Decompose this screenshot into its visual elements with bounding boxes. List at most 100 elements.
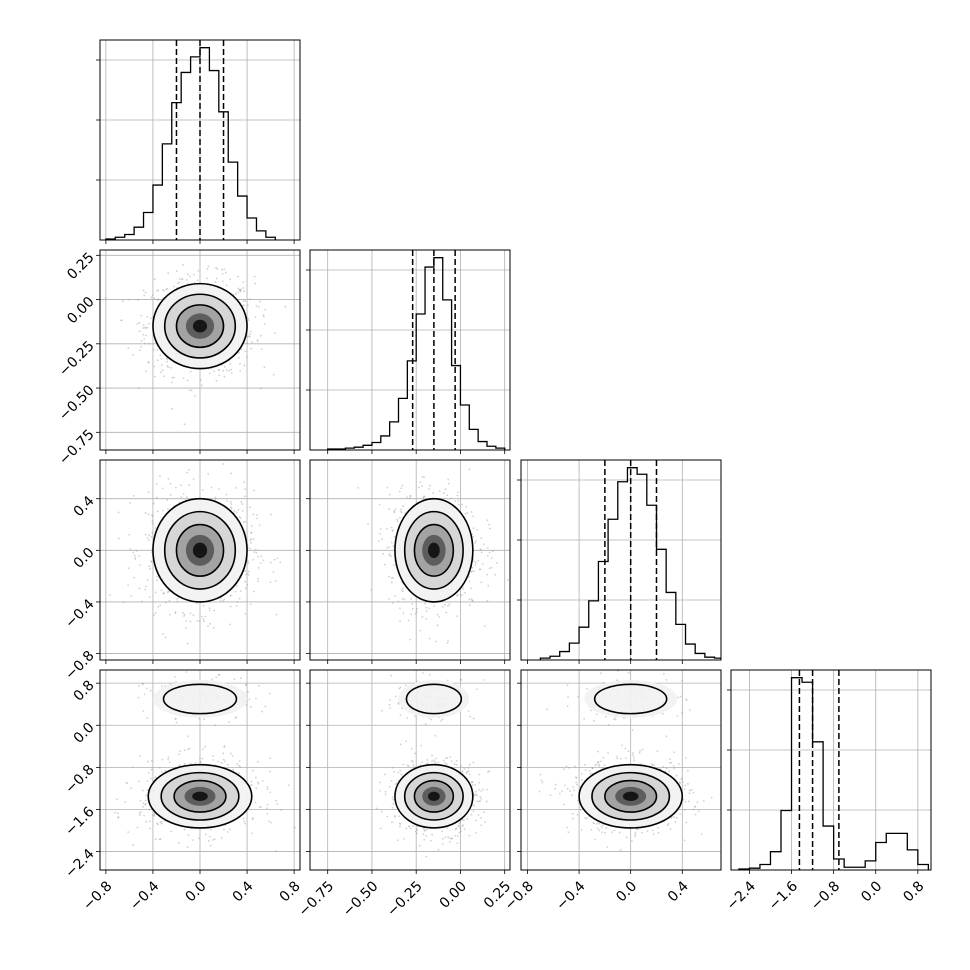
sample-point [239, 517, 242, 520]
sample-point [471, 781, 473, 784]
sample-point [251, 784, 253, 787]
sample-point [192, 478, 195, 480]
sample-point [147, 760, 149, 763]
density-content [104, 245, 287, 426]
x-tick-label: 0.8 [900, 878, 927, 905]
sample-point [234, 590, 237, 593]
sample-point [154, 527, 157, 530]
sample-point [167, 590, 170, 592]
sample-point [481, 562, 484, 565]
sample-point [125, 781, 128, 784]
sample-point [180, 278, 183, 281]
sample-point [444, 836, 447, 839]
sample-point [151, 531, 154, 534]
sample-point [218, 673, 221, 676]
sample-point [631, 840, 633, 842]
sample-point [148, 820, 151, 823]
sample-point [211, 678, 214, 681]
sample-point [204, 745, 207, 748]
sample-point [239, 766, 242, 768]
sample-point [188, 483, 190, 486]
sample-point [161, 487, 164, 490]
y-tick-label: −0.25 [56, 338, 98, 380]
histogram-panel-1 [306, 249, 511, 454]
sample-point [141, 789, 144, 792]
sample-point [473, 794, 476, 797]
sample-point [223, 598, 226, 601]
sample-point [390, 779, 393, 782]
sample-point [132, 494, 135, 497]
sample-point [407, 765, 410, 768]
sample-point [411, 603, 414, 605]
x-tick-label: −0.8 [80, 878, 115, 913]
sample-point [235, 716, 238, 718]
sample-point [220, 268, 223, 271]
sample-point [160, 820, 163, 823]
sample-point [149, 689, 152, 692]
sample-point [166, 288, 169, 290]
contour-line [152, 282, 248, 370]
sample-point [186, 471, 189, 474]
sample-point [167, 758, 170, 761]
sample-point [147, 491, 150, 494]
sample-point [236, 600, 239, 603]
sample-point [196, 279, 199, 282]
sample-point [239, 290, 242, 293]
sample-point [218, 488, 220, 490]
sample-point [230, 372, 233, 374]
sample-point [390, 541, 393, 544]
sample-point [124, 800, 127, 803]
sample-point [441, 842, 444, 845]
sample-point [388, 598, 390, 600]
sample-point [149, 567, 152, 570]
sample-point [425, 606, 428, 609]
sample-point [116, 812, 119, 815]
sample-point [398, 687, 401, 690]
sample-point [210, 486, 213, 489]
sample-point [433, 760, 436, 763]
sample-point [243, 290, 246, 293]
sample-point [475, 832, 477, 834]
sample-point [253, 551, 256, 554]
contour-line [160, 771, 240, 821]
sample-point [421, 615, 424, 618]
sample-point [199, 761, 202, 764]
sample-point [402, 505, 404, 507]
sample-point [392, 802, 395, 805]
sample-point [420, 485, 423, 488]
contour-line [394, 497, 474, 603]
sample-point [214, 281, 217, 284]
sample-point [241, 503, 244, 505]
sample-point [160, 364, 163, 367]
sample-point [183, 613, 186, 616]
sample-point [150, 560, 153, 563]
density-content [375, 670, 491, 858]
sample-point [437, 848, 440, 851]
sample-point [150, 560, 153, 563]
sample-point [388, 699, 391, 702]
sample-point [416, 832, 418, 835]
sample-point [244, 350, 247, 353]
sample-point [486, 554, 489, 557]
sample-point [140, 345, 143, 348]
sample-point [450, 838, 453, 840]
sample-point [257, 555, 259, 558]
sample-point [258, 806, 261, 809]
sample-point [97, 545, 99, 547]
panel-background [731, 670, 931, 870]
sample-point [222, 463, 225, 465]
sample-point [187, 245, 189, 247]
sample-point [435, 757, 438, 760]
contour-line [163, 510, 237, 590]
sample-point [183, 828, 186, 831]
sample-point [459, 678, 462, 681]
sample-point [197, 837, 200, 840]
sample-point [386, 546, 389, 549]
sample-point [394, 595, 396, 597]
sample-point [243, 820, 245, 823]
contour-line [403, 771, 464, 821]
sample-point [160, 771, 163, 773]
panel-frame [730, 669, 932, 871]
sample-point [436, 613, 439, 616]
sample-point [147, 771, 150, 774]
